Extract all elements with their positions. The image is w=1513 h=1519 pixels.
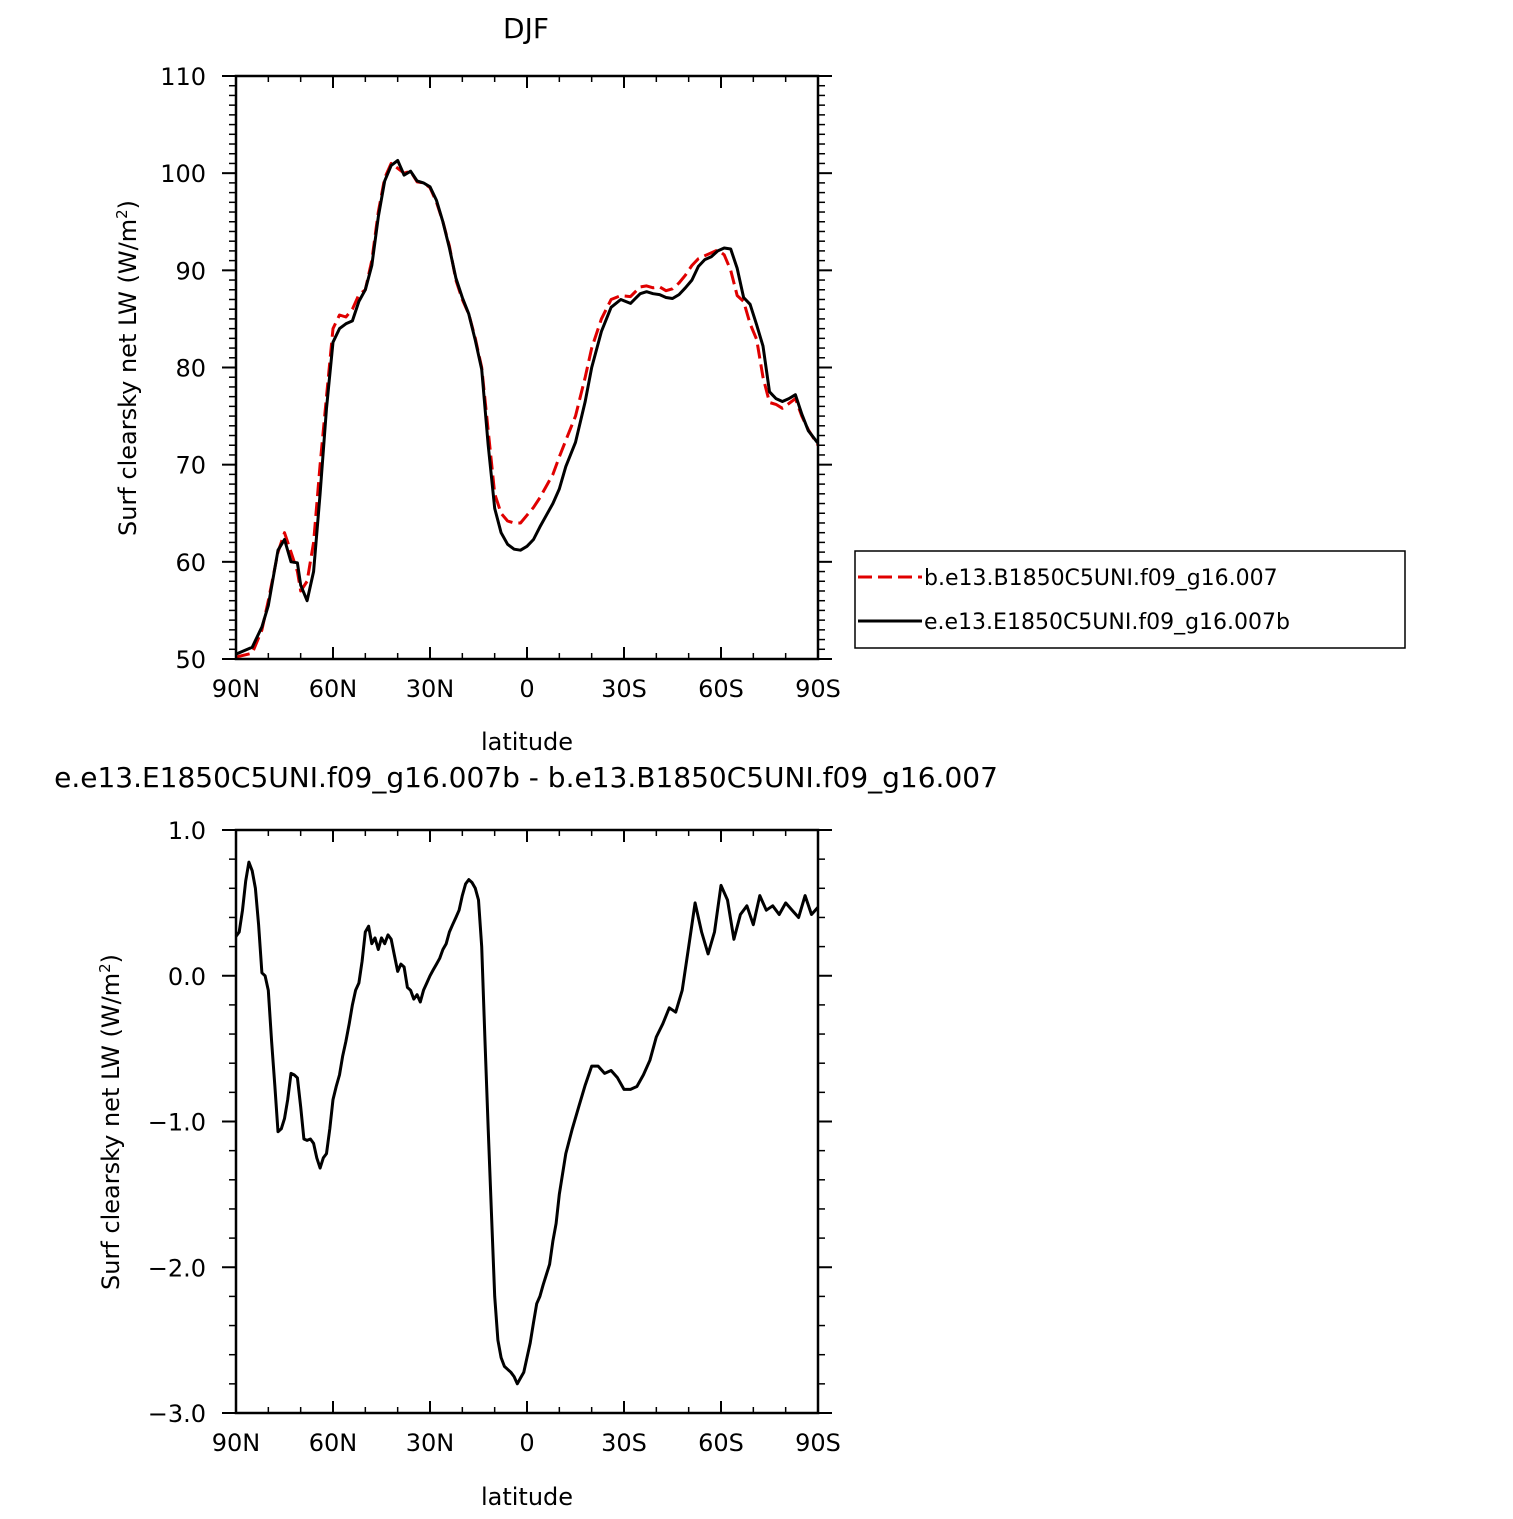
y-tick-label-4: 90 — [175, 257, 206, 285]
y-tick-label-3: 0.0 — [168, 963, 206, 991]
series-line-0-0 — [235, 161, 820, 659]
x-tick-label-6: 90S — [795, 675, 841, 703]
x-tick-label-3: 0 — [519, 675, 534, 703]
plot-title-bottom: e.e13.E1850C5UNI.f09_g16.007b - b.e13.B1… — [54, 761, 998, 794]
y-axis-title-top: Surf clearsky net LW (W/m2) — [113, 200, 142, 536]
x-tick-label-4: 30S — [601, 675, 647, 703]
x-tick-label-2: 30N — [406, 675, 455, 703]
y-axis-title-top-text: Surf clearsky net LW (W/m — [114, 219, 142, 536]
plot-title-top: DJF — [503, 12, 549, 45]
y-axis-title-top-sup: 2 — [113, 209, 131, 219]
x-tick-label-0: 90N — [212, 675, 261, 703]
y-axis-title-bottom: Surf clearsky net LW (W/m2) — [96, 954, 125, 1290]
series-line-1-0 — [234, 860, 820, 1386]
x-tick-label-1: 60N — [309, 1429, 358, 1457]
x-tick-label-3: 0 — [519, 1429, 534, 1457]
x-axis-title-bottom: latitude — [481, 1483, 573, 1511]
y-tick-label-1: 60 — [175, 549, 206, 577]
x-tick-label-5: 60S — [698, 1429, 744, 1457]
series-lines-top — [235, 159, 820, 659]
x-tick-label-5: 60S — [698, 675, 744, 703]
panel-mean-djf: DJF 90N 60N 30N 0 30S 60S 90S5060708090100110 … — [113, 12, 1406, 756]
y-axis-title-bottom-text: Surf clearsky net LW (W/m — [97, 973, 125, 1290]
x-tick-label-1: 60N — [309, 675, 358, 703]
y-tick-label-0: 50 — [175, 646, 206, 674]
y-tick-label-0: −3.0 — [148, 1400, 206, 1428]
x-tick-label-6: 90S — [795, 1429, 841, 1457]
panel-difference: e.e13.E1850C5UNI.f09_g16.007b - b.e13.B1… — [54, 761, 998, 1511]
y-tick-label-4: 1.0 — [168, 817, 206, 845]
y-tick-label-2: −1.0 — [148, 1109, 206, 1137]
y-tick-label-1: −2.0 — [148, 1254, 206, 1282]
ticks-top: 90N 60N 30N 0 30S 60S 90S 50 60 70 80 90 100 110 — [160, 63, 841, 703]
x-tick-label-0: 90N — [212, 1429, 261, 1457]
legend-label-1: e.e13.E1850C5UNI.f09_g16.007b — [924, 610, 1290, 635]
y-tick-label-6: 110 — [160, 63, 206, 91]
ticks-bottom: 90N 60N 30N 0 30S 60S 90S −3.0 −2.0 −1.0 0.0 1.0 — [148, 817, 841, 1457]
y-tick-label-2: 70 — [175, 452, 206, 480]
x-tick-label-2: 30N — [406, 1429, 455, 1457]
y-axis-title-top-suffix: ) — [114, 200, 142, 209]
legend-label-0: b.e13.B1850C5UNI.f09_g16.007 — [924, 566, 1278, 591]
y-tick-label-5: 100 — [160, 160, 206, 188]
x-tick-label-4: 30S — [601, 1429, 647, 1457]
series-line-0-1 — [235, 159, 820, 656]
legend: b.e13.B1850C5UNI.f09_g16.007 e.e13.E1850… — [854, 550, 1406, 649]
y-axis-title-bottom-suffix: ) — [97, 954, 125, 963]
plot-frame-top — [234, 74, 820, 661]
y-axis-title-bottom-sup: 2 — [96, 963, 114, 973]
series-lines-bottom — [234, 860, 820, 1386]
legend-box — [854, 550, 1406, 649]
y-tick-label-3: 80 — [175, 355, 206, 383]
x-axis-title-top: latitude — [481, 728, 573, 756]
